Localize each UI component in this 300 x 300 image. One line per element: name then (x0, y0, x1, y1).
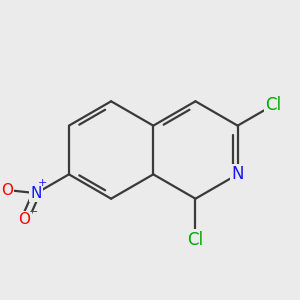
Text: −: − (28, 207, 38, 217)
Text: Cl: Cl (265, 96, 281, 114)
Text: O: O (19, 212, 31, 227)
Text: N: N (31, 186, 42, 201)
Text: Cl: Cl (188, 230, 203, 248)
Text: O: O (1, 182, 13, 197)
Text: N: N (231, 165, 244, 183)
Text: +: + (38, 178, 47, 188)
